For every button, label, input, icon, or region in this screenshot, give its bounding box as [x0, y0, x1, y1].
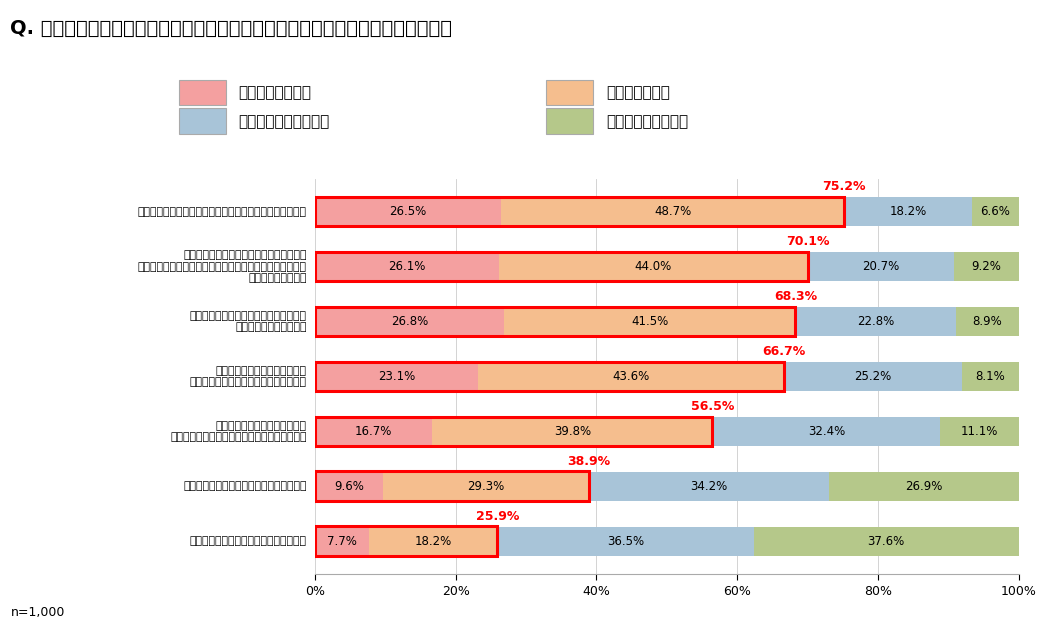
Bar: [315, 308, 504, 336]
Text: 22.8%: 22.8%: [857, 315, 895, 328]
Bar: [315, 471, 589, 501]
Text: あまり当てはまらない: あまり当てはまらない: [238, 114, 330, 129]
Text: 8.9%: 8.9%: [972, 315, 1002, 328]
Bar: [315, 197, 502, 226]
Text: 16.7%: 16.7%: [355, 425, 393, 438]
Text: 11.1%: 11.1%: [961, 425, 999, 438]
Bar: [315, 307, 796, 336]
Text: 36.5%: 36.5%: [607, 535, 644, 548]
Bar: [502, 197, 844, 226]
Bar: [754, 527, 1018, 556]
Bar: [941, 417, 1018, 446]
Bar: [315, 526, 498, 556]
Text: 43.6%: 43.6%: [612, 370, 650, 383]
Text: 23.1%: 23.1%: [378, 370, 415, 383]
Bar: [784, 362, 962, 390]
Bar: [972, 197, 1018, 226]
Text: 25.2%: 25.2%: [855, 370, 891, 383]
Text: 20.7%: 20.7%: [862, 260, 900, 273]
Text: かなり当てはまる: かなり当てはまる: [238, 85, 312, 100]
Text: 6.6%: 6.6%: [981, 205, 1010, 218]
Text: 26.5%: 26.5%: [390, 205, 427, 218]
Bar: [953, 252, 1018, 281]
Bar: [315, 362, 784, 391]
Bar: [315, 252, 499, 281]
Text: n=1,000: n=1,000: [10, 606, 65, 619]
Text: 32.4%: 32.4%: [807, 425, 845, 438]
Text: 39.8%: 39.8%: [554, 425, 591, 438]
Bar: [315, 417, 433, 446]
Bar: [499, 252, 808, 281]
Bar: [844, 197, 972, 226]
Text: 8.1%: 8.1%: [975, 370, 1005, 383]
Text: 75.2%: 75.2%: [822, 181, 866, 193]
Text: 9.6%: 9.6%: [334, 480, 363, 493]
Text: 37.6%: 37.6%: [867, 535, 905, 548]
Bar: [315, 472, 382, 501]
Text: 68.3%: 68.3%: [774, 290, 817, 303]
Text: 全く当てはまらない: 全く当てはまらない: [606, 114, 688, 129]
Text: 34.2%: 34.2%: [690, 480, 728, 493]
Text: 66.7%: 66.7%: [762, 345, 805, 359]
Text: 26.9%: 26.9%: [905, 480, 943, 493]
Bar: [315, 417, 713, 446]
Bar: [433, 417, 713, 446]
Bar: [315, 527, 370, 556]
Text: 26.8%: 26.8%: [391, 315, 428, 328]
Text: 70.1%: 70.1%: [786, 235, 830, 248]
Text: Q. 新型コロナ流行後、ペットとの生活や考えにどのような変化がありましたか？: Q. 新型コロナ流行後、ペットとの生活や考えにどのような変化がありましたか？: [10, 19, 453, 38]
Text: 41.5%: 41.5%: [631, 315, 668, 328]
Text: 44.0%: 44.0%: [635, 260, 672, 273]
Text: 7.7%: 7.7%: [328, 535, 357, 548]
Bar: [315, 252, 808, 281]
Bar: [315, 362, 478, 390]
Text: 26.1%: 26.1%: [388, 260, 425, 273]
Text: やや当てはまる: やや当てはまる: [606, 85, 670, 100]
Bar: [504, 308, 796, 336]
Text: 56.5%: 56.5%: [691, 400, 734, 413]
Text: 48.7%: 48.7%: [654, 205, 691, 218]
Bar: [713, 417, 941, 446]
Bar: [808, 252, 953, 281]
Bar: [962, 362, 1018, 390]
Bar: [830, 472, 1018, 501]
Text: 18.2%: 18.2%: [889, 205, 927, 218]
Text: 9.2%: 9.2%: [971, 260, 1001, 273]
Bar: [382, 472, 589, 501]
Bar: [498, 527, 754, 556]
Text: 18.2%: 18.2%: [415, 535, 452, 548]
Bar: [796, 308, 956, 336]
Bar: [478, 362, 784, 390]
Bar: [370, 527, 498, 556]
Text: 29.3%: 29.3%: [467, 480, 504, 493]
Text: 25.9%: 25.9%: [476, 510, 519, 523]
Bar: [956, 308, 1018, 336]
Text: 38.9%: 38.9%: [567, 455, 610, 468]
Bar: [315, 197, 844, 226]
Bar: [589, 472, 830, 501]
